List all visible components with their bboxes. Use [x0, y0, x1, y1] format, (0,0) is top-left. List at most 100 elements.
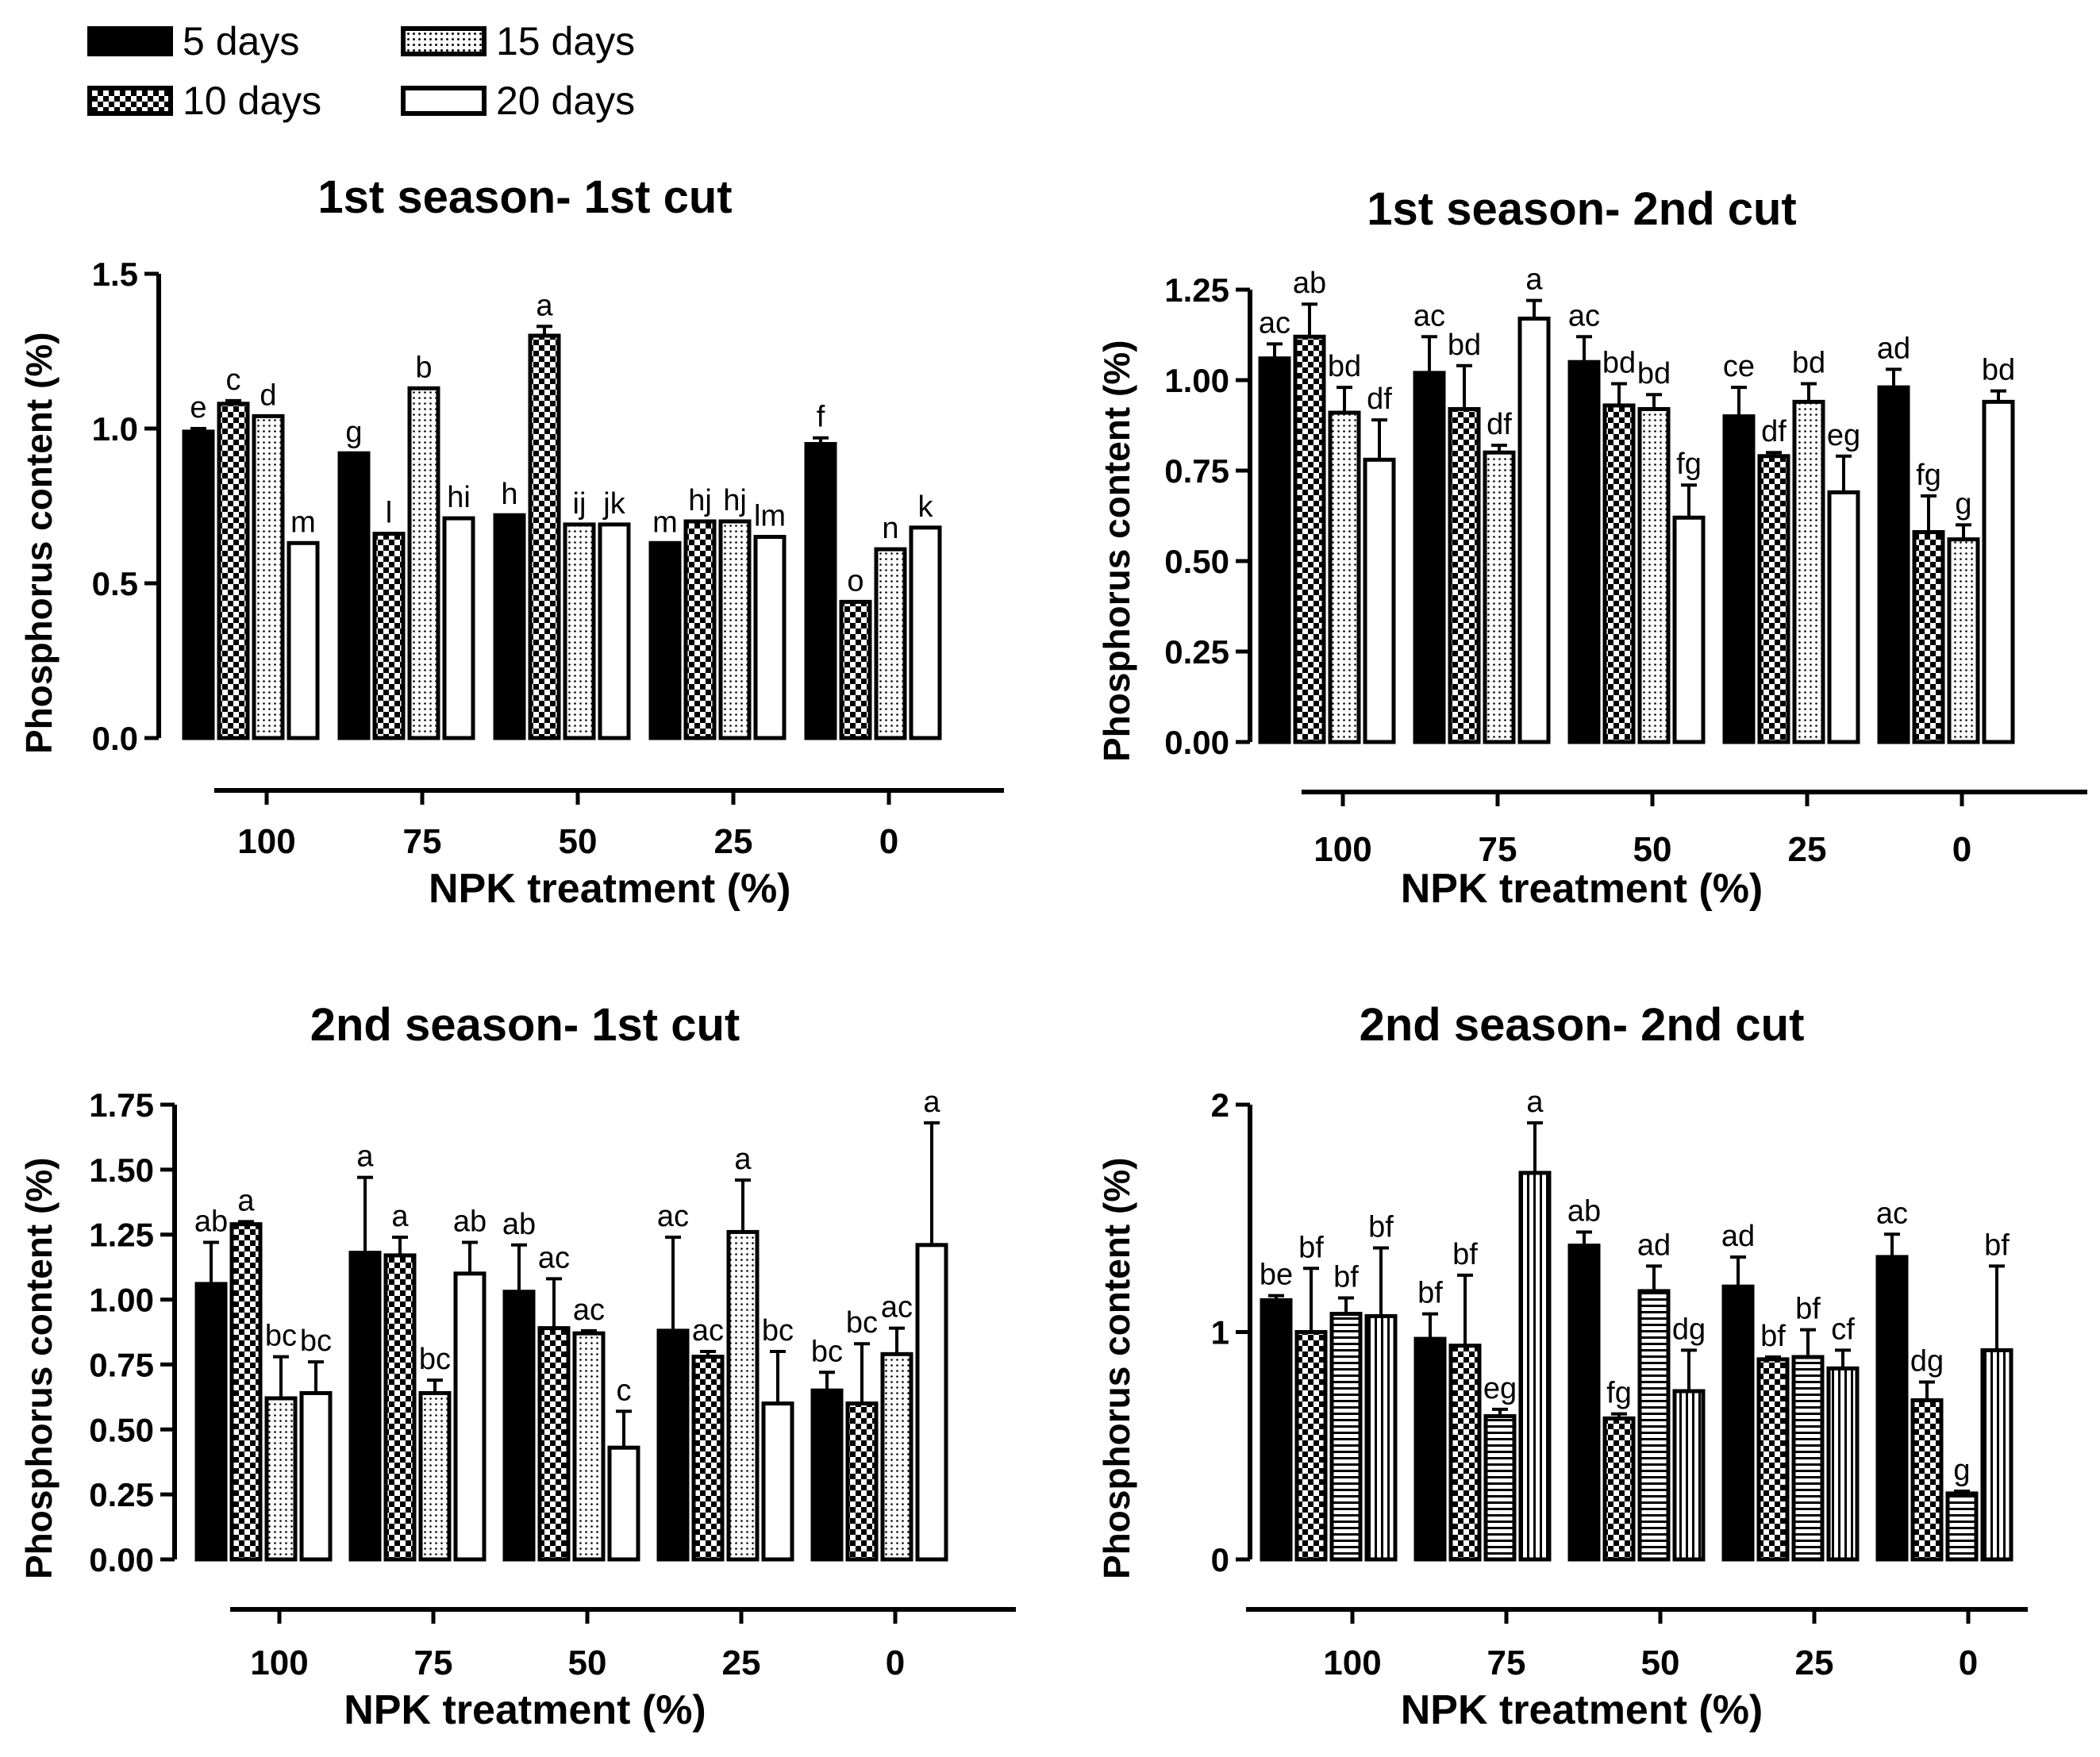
bar-20-days-50 [607, 1445, 640, 1562]
x-tick-label: 75 [1479, 830, 1517, 869]
x-tick-label: 100 [237, 822, 295, 861]
x-tick-label: 0 [1959, 1644, 1978, 1682]
bar-20-days-75 [442, 516, 475, 740]
significance-letter: bf [1984, 1228, 2010, 1262]
significance-letter: l [386, 497, 392, 530]
y-tick-label: 0.00 [89, 1541, 154, 1578]
x-axis-label: NPK treatment (%) [1400, 866, 1763, 912]
significance-letter: c [226, 363, 241, 397]
significance-letter: bf [1417, 1277, 1443, 1310]
y-tick-label: 1.50 [89, 1151, 154, 1189]
x-tick-label: 100 [1323, 1644, 1381, 1682]
significance-letter: m [290, 506, 316, 539]
bar-10-days-0 [839, 599, 872, 740]
bar-10-days-100 [1294, 1330, 1328, 1562]
significance-letter: bd [1792, 347, 1825, 380]
significance-letter: eg [1483, 1372, 1517, 1405]
chart-title: 1st season- 1st cut [317, 171, 733, 223]
x-tick-label: 50 [1633, 830, 1672, 869]
significance-letter: bf [1760, 1320, 1786, 1353]
bar-15-days-50 [1637, 1289, 1671, 1562]
bar-15-days-0 [1945, 1491, 1979, 1562]
bar-5-days-0 [810, 1388, 844, 1562]
bar-10-days-50 [1602, 403, 1636, 744]
bar-10-days-100 [229, 1222, 263, 1562]
legend-swatch-checker [87, 86, 173, 116]
chart-panel-2: 1st season- 2nd cut Phosphorus content (… [1063, 151, 2100, 944]
significance-letter: ac [1413, 299, 1445, 333]
significance-letter: a [237, 1184, 255, 1217]
significance-letter: hi [447, 481, 471, 514]
bar-15-days-75 [418, 1390, 452, 1562]
significance-letter: hj [688, 484, 712, 517]
y-tick-label: 0.25 [89, 1476, 154, 1513]
significance-letter: d [260, 379, 276, 412]
y-tick-label: 0.5 [92, 565, 138, 602]
significance-letter: ab [1567, 1194, 1601, 1228]
significance-letter: bf [1298, 1231, 1324, 1264]
chart-plot: 0.000.250.500.751.001.25100acabbddf75acb… [1164, 263, 2087, 869]
significance-letter: ab [194, 1205, 228, 1239]
bar-15-days-25 [718, 519, 752, 740]
significance-letter: ac [573, 1294, 605, 1327]
legend: 5 days 10 days 15 days 20 days [87, 16, 722, 135]
bar-15-days-75 [407, 386, 440, 740]
bar-10-days-25 [691, 1355, 725, 1562]
chart-title: 2nd season- 2nd cut [1359, 999, 1805, 1051]
legend-item-5-days: 5 days [87, 19, 299, 63]
bar-20-days-100 [1363, 457, 1396, 744]
chart-plot: 0.000.250.500.751.001.251.501.75100ababc… [89, 1086, 1016, 1682]
legend-swatch-solid [87, 26, 173, 56]
bar-20-days-25 [1827, 490, 1860, 744]
significance-letter: ab [1293, 267, 1326, 300]
bar-20-days-50 [1672, 1389, 1706, 1562]
significance-letter: bc [419, 1343, 451, 1376]
y-tick-label: 0.50 [89, 1411, 154, 1448]
bar-15-days-25 [1792, 399, 1825, 744]
significance-letter: bf [1333, 1261, 1359, 1294]
significance-letter: a [1526, 1086, 1544, 1119]
bar-15-days-50 [563, 522, 596, 740]
significance-letter: ab [453, 1205, 487, 1239]
bar-5-days-25 [656, 1328, 690, 1562]
x-tick-label: 25 [722, 1644, 761, 1682]
y-tick-label: 1.00 [1164, 362, 1229, 399]
x-tick-label: 50 [568, 1644, 607, 1682]
bar-5-days-25 [648, 540, 682, 740]
significance-letter: ac [881, 1291, 913, 1324]
significance-letter: bf [1368, 1210, 1394, 1244]
significance-letter: fg [1606, 1377, 1632, 1410]
bar-10-days-75 [1448, 406, 1481, 744]
legend-item-10-days: 10 days [87, 79, 321, 123]
significance-letter: ad [1637, 1228, 1671, 1262]
significance-letter: bf [1452, 1238, 1478, 1271]
significance-letter: a [734, 1143, 752, 1176]
bar-10-days-50 [537, 1326, 571, 1562]
bar-15-days-100 [1328, 410, 1361, 744]
significance-letter: jk [602, 487, 625, 521]
significance-letter: a [923, 1086, 940, 1119]
chart-panel-3: 2nd season- 1st cut Phosphorus content (… [0, 968, 1050, 1757]
bar-10-days-75 [372, 532, 406, 740]
significance-letter: ij [573, 487, 587, 521]
significance-letter: o [847, 564, 863, 598]
y-tick-label: 0.50 [1164, 543, 1229, 580]
bar-10-days-100 [1293, 334, 1326, 744]
significance-letter: dg [1672, 1313, 1706, 1346]
legend-label: 5 days [183, 19, 300, 63]
significance-letter: df [1487, 408, 1512, 441]
bar-20-days-25 [761, 1401, 794, 1562]
x-axis-label: NPK treatment (%) [1400, 1687, 1763, 1733]
x-axis-label: NPK treatment (%) [344, 1687, 706, 1733]
bar-15-days-100 [252, 413, 285, 740]
x-tick-label: 75 [1487, 1644, 1526, 1682]
bar-5-days-100 [1258, 356, 1291, 744]
significance-letter: g [1953, 1454, 1970, 1487]
bar-15-days-0 [1947, 537, 1980, 744]
significance-letter: bc [300, 1324, 332, 1358]
bar-20-days-50 [598, 522, 631, 740]
x-tick-label: 25 [714, 822, 753, 861]
bar-20-days-100 [1364, 1313, 1398, 1562]
x-tick-label: 25 [1788, 830, 1827, 869]
